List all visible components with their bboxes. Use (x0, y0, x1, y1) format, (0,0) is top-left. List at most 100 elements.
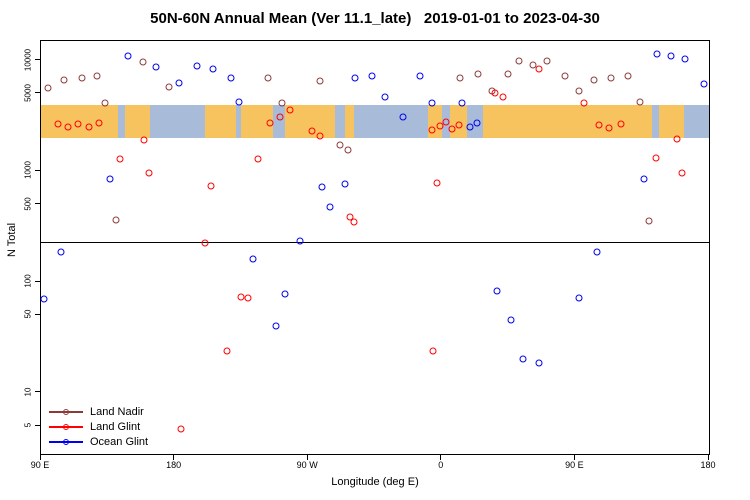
data-point-ocean-glint (640, 175, 648, 183)
reference-line (41, 241, 709, 243)
data-point-land-glint (652, 154, 660, 162)
data-point-land-glint (54, 120, 62, 128)
data-point-ocean-glint (341, 180, 349, 188)
data-point-land-glint (617, 120, 625, 128)
y-axis-tick-label: 100 (23, 274, 33, 288)
legend-label: Ocean Glint (90, 436, 149, 448)
data-point-land-glint (177, 425, 185, 433)
x-axis-tick-label: 90 E (30, 460, 50, 470)
data-point-ocean-glint (296, 237, 304, 245)
data-point-land-nadir (101, 99, 109, 107)
data-point-land-nadir (344, 146, 352, 154)
y-axis-tick-label: 10 (23, 387, 33, 397)
data-point-land-nadir (278, 99, 286, 107)
data-point-ocean-glint (416, 72, 424, 80)
data-point-ocean-glint (106, 175, 114, 183)
data-point-land-nadir (78, 74, 86, 82)
y-axis-tick (35, 92, 40, 94)
data-point-land-glint (455, 121, 462, 129)
data-point-land-glint (237, 293, 245, 301)
x-axis-tick-label: 180 (700, 460, 716, 470)
x-axis-tick (573, 455, 575, 460)
legend-line (49, 409, 83, 415)
data-point-ocean-glint (519, 355, 527, 363)
data-point-land-glint (244, 294, 252, 302)
data-point-land-glint (140, 136, 148, 144)
data-point-land-glint (442, 118, 450, 126)
data-point-land-glint (276, 113, 284, 121)
data-point-land-glint (223, 347, 231, 355)
data-point-land-nadir (44, 84, 52, 92)
data-point-land-nadir (575, 87, 583, 95)
data-point-land-nadir (636, 98, 644, 106)
y-axis-tick (35, 169, 40, 171)
data-point-land-nadir (139, 58, 147, 66)
data-point-ocean-glint (175, 79, 183, 87)
data-point-ocean-glint (326, 203, 334, 211)
y-axis-tick-label: 10000 (23, 48, 33, 71)
data-point-ocean-glint (235, 98, 243, 106)
data-point-ocean-glint (318, 183, 326, 191)
data-point-ocean-glint (368, 72, 376, 80)
legend-item: Land Nadir (49, 406, 148, 418)
y-axis-tick (35, 391, 40, 393)
data-point-ocean-glint (124, 52, 132, 60)
data-point-land-nadir (264, 74, 272, 82)
data-point-land-glint (254, 155, 262, 163)
legend-marker (63, 409, 69, 415)
map-band-land-segment (658, 104, 684, 138)
x-axis-tick (707, 455, 709, 460)
data-point-land-glint (678, 169, 686, 177)
map-band-land-segment (483, 104, 653, 138)
data-point-ocean-glint (653, 50, 661, 58)
data-point-land-nadir (561, 72, 569, 80)
data-point-land-glint (207, 182, 215, 190)
data-point-ocean-glint (493, 287, 501, 295)
data-point-ocean-glint (40, 295, 48, 303)
data-point-ocean-glint (209, 65, 217, 73)
legend-marker (63, 439, 69, 445)
data-point-land-nadir (336, 141, 344, 149)
legend-line (49, 439, 83, 445)
y-axis-tick (35, 424, 40, 426)
data-point-land-glint (145, 169, 153, 177)
map-band-land-segment (204, 104, 237, 138)
data-point-land-nadir (515, 57, 523, 64)
data-point-ocean-glint (473, 119, 481, 127)
data-point-land-glint (308, 127, 316, 135)
y-axis-tick-label: 50 (23, 309, 33, 319)
x-axis-tick (440, 455, 442, 460)
data-point-land-nadir (607, 74, 615, 82)
data-point-ocean-glint (535, 359, 543, 367)
data-point-land-nadir (474, 70, 482, 78)
data-point-ocean-glint (249, 255, 257, 263)
data-point-land-glint (595, 121, 603, 129)
data-point-land-nadir (529, 61, 537, 69)
data-point-land-glint (286, 106, 294, 114)
data-point-land-nadir (93, 72, 101, 80)
data-point-land-glint (433, 179, 441, 187)
data-point-land-nadir (590, 76, 598, 84)
legend-marker (63, 424, 69, 430)
y-axis-label: N Total (6, 222, 18, 258)
data-point-land-glint (64, 123, 72, 131)
data-point-land-glint (535, 65, 543, 73)
x-axis-label: Longitude (deg E) (331, 476, 419, 488)
data-point-land-glint (428, 126, 436, 134)
data-point-ocean-glint (575, 294, 583, 302)
x-axis-tick-label: 180 (166, 460, 182, 470)
legend-item: Ocean Glint (49, 436, 148, 448)
plot-area: Land Nadir Land Glint Ocean Glint (40, 40, 710, 455)
data-point-land-glint (346, 213, 354, 221)
y-axis-tick-label: 5 (23, 422, 33, 428)
map-band-land-segment (344, 104, 354, 138)
data-point-land-glint (85, 123, 93, 131)
data-point-land-glint (448, 125, 456, 133)
data-point-ocean-glint (281, 290, 289, 298)
chart-title: 50N-60N Annual Mean (Ver 11.1_late) 2019… (150, 10, 600, 27)
map-band-land-segment (124, 104, 150, 138)
x-axis-tick (306, 455, 308, 460)
data-point-land-glint (74, 120, 82, 128)
data-point-ocean-glint (593, 248, 601, 256)
data-point-land-glint (201, 239, 209, 247)
